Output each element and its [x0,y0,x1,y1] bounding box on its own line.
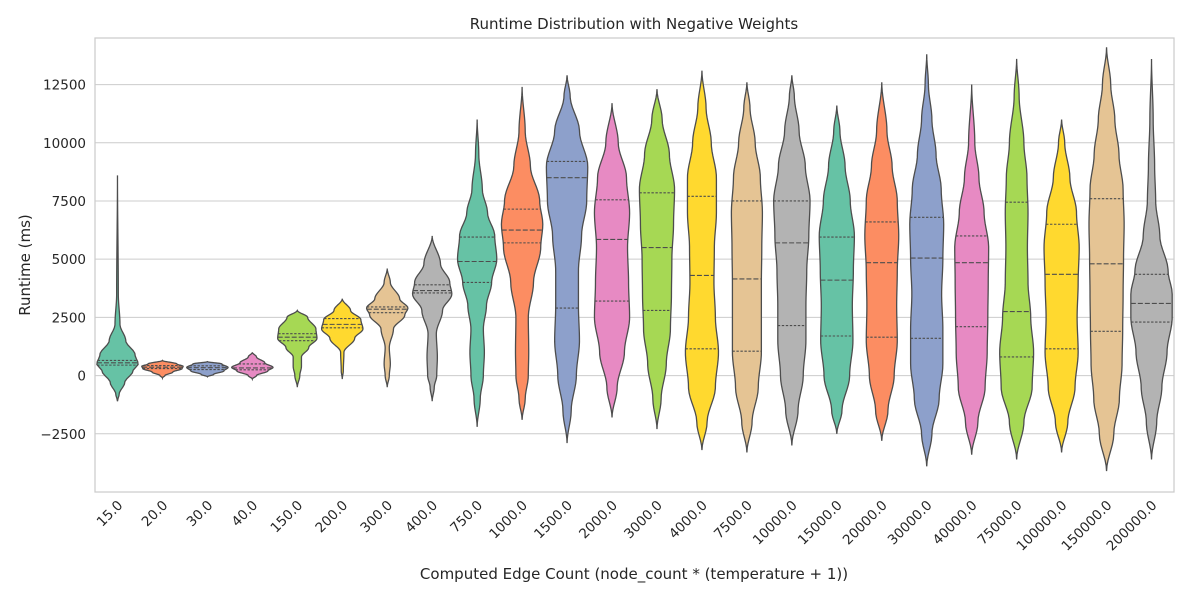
x-tick-label: 30000.0 [885,498,936,549]
violin-body [545,75,589,444]
x-tick-label: 1500.0 [531,498,576,543]
violin-body [365,268,409,388]
x-tick-label: 20000.0 [840,498,891,549]
x-tick-label: 150.0 [267,498,306,537]
violin-body [320,298,364,380]
violin-750.0 [456,119,498,427]
y-tick-label: 10000 [43,136,86,152]
violin-15000.0 [818,105,856,434]
violin-1500.0 [545,75,589,444]
violin-3000.0 [638,89,676,430]
y-tick-label: −2500 [40,427,86,443]
chart-title: Runtime Distribution with Negative Weigh… [470,15,799,33]
x-tick-label: 200.0 [312,498,351,537]
violin-20000.0 [864,82,900,441]
x-tick-label: 40000.0 [930,498,981,549]
violin-20.0 [141,359,184,381]
violin-body [954,84,990,455]
violin-30.0 [186,360,229,379]
violin-200000.0 [1130,58,1173,460]
x-tick-label: 400.0 [402,498,441,537]
violin-body [456,119,498,427]
violin-body [684,70,720,451]
x-tick-label: 30.0 [184,498,217,531]
violin-300.0 [365,268,409,388]
y-axis-label: Runtime (ms) [16,214,34,316]
x-tick-label: 1000.0 [486,498,531,543]
violin-40000.0 [954,84,990,455]
violin-40.0 [230,352,274,382]
violin-15.0 [96,175,139,402]
x-axis-label: Computed Edge Count (node_count * (tempe… [420,565,848,584]
violin-30000.0 [909,54,945,467]
violin-body [909,54,945,467]
x-tick-label: 4000.0 [666,498,711,543]
violin-body [818,105,856,434]
plot-frame [94,37,1175,493]
violin-body [1130,58,1173,460]
y-axis-ticks: −2500 0 2500 5000 7500 10000 12500 [40,78,86,443]
x-tick-label: 15.0 [94,498,127,531]
violin-body [999,58,1035,460]
violin-400.0 [411,235,453,402]
violin-10000.0 [773,75,811,446]
y-tick-label: 12500 [43,78,86,94]
violin-body [141,359,184,381]
violin-body [638,89,676,430]
x-tick-label: 10000.0 [750,498,801,549]
violin-body [773,75,811,446]
y-tick-label: 0 [77,369,86,385]
x-tick-label: 40.0 [229,498,262,531]
violin-body [1088,47,1125,472]
x-tick-label: 7500.0 [711,498,756,543]
x-tick-label: 750.0 [447,498,486,537]
violin-2000.0 [593,103,631,418]
violin-body [411,235,453,402]
violin-100000.0 [1043,119,1080,453]
violin-body [96,175,139,402]
y-tick-label: 7500 [52,194,86,210]
violin-1000.0 [500,86,544,420]
violin-body [593,103,631,418]
x-tick-label: 2000.0 [576,498,621,543]
x-tick-label: 300.0 [357,498,396,537]
grid-lines [95,84,1174,435]
violin-body [277,309,318,388]
x-axis-ticks: 15.0 20.0 30.0 40.0 150.0 200.0 300.0 400.0 750.… [94,498,1161,555]
violin-body [500,86,544,420]
violin-4000.0 [684,70,720,451]
violin-body [1043,119,1080,453]
violin-75000.0 [999,58,1035,460]
x-tick-label: 15000.0 [795,498,846,549]
y-tick-label: 2500 [52,310,86,326]
violin-body [730,82,764,453]
violin-200.0 [320,298,364,380]
violin-plots [96,47,1173,472]
violin-150000.0 [1088,47,1125,472]
violin-body [230,352,274,382]
x-tick-label: 3000.0 [621,498,666,543]
violin-body [864,82,900,441]
x-tick-label: 20.0 [139,498,172,531]
violin-150.0 [277,309,318,388]
y-tick-label: 5000 [52,252,86,268]
violin-7500.0 [730,82,764,453]
